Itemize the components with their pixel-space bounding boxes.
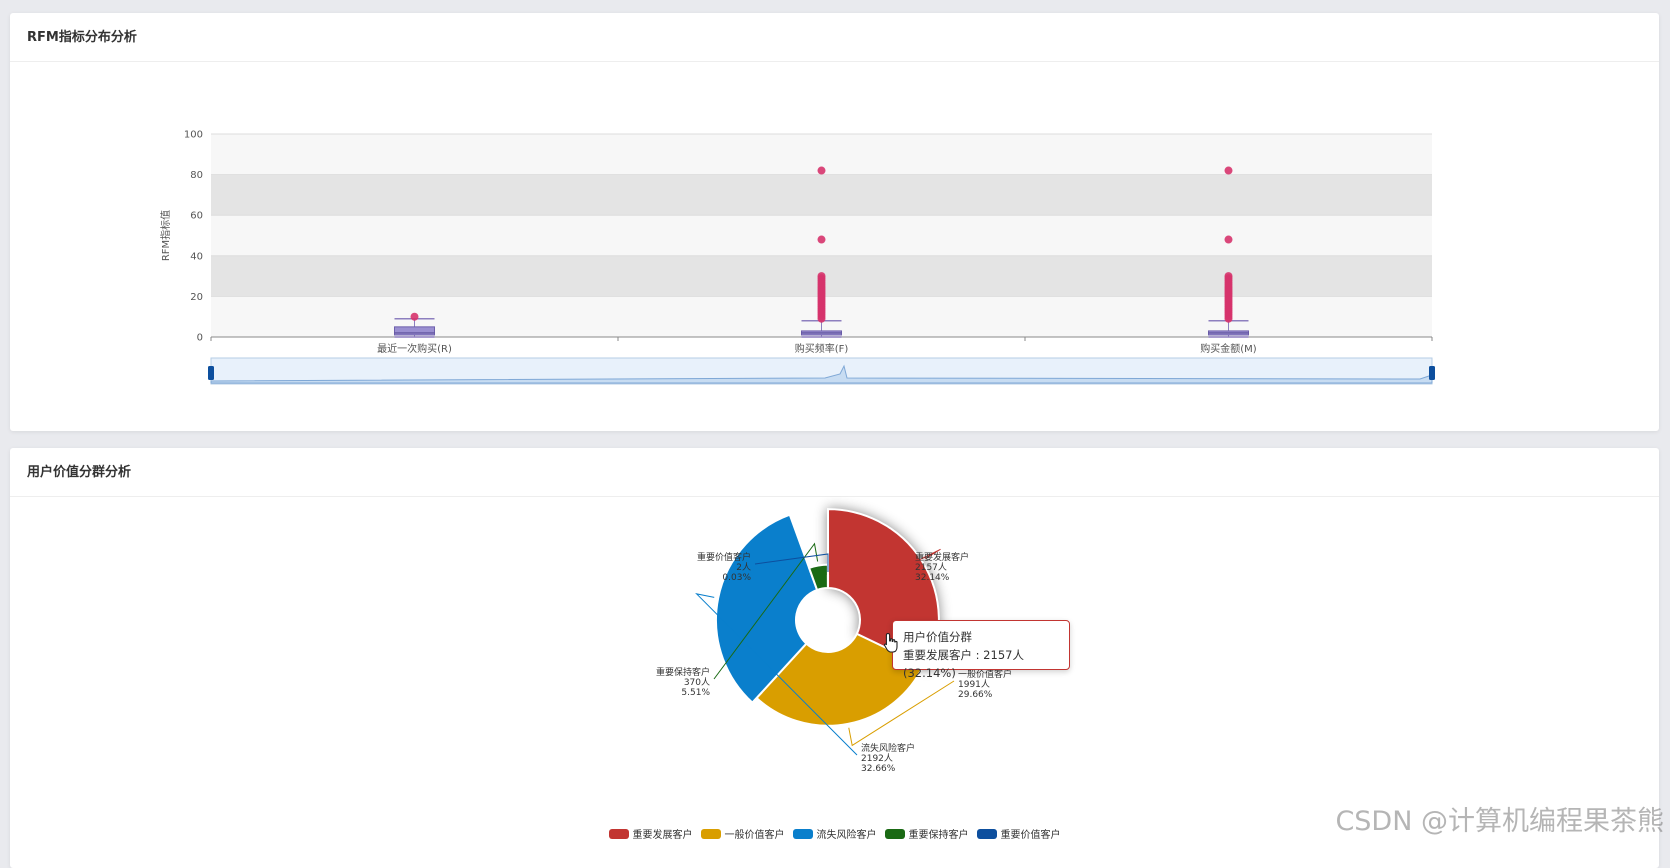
grid-band [211, 215, 1432, 256]
outlier-point [411, 313, 419, 321]
y-axis-title: RFM指标值 [159, 210, 172, 261]
legend-swatch [793, 829, 813, 839]
segment-label-name: 流失风险客户 [861, 742, 915, 754]
y-tick-label: 100 [184, 130, 203, 141]
segment-label-count: 2192人 [861, 753, 893, 764]
chart-tooltip: 用户价值分群 重要发展客户 : 2157人 (32.14%) [892, 620, 1070, 670]
segment-label-count: 2人 [736, 562, 751, 573]
legend-item[interactable]: 重要发展客户 [609, 826, 693, 841]
legend-item[interactable]: 重要价值客户 [977, 826, 1061, 841]
segment-panel-title: 用户价值分群分析 [10, 448, 1659, 497]
grid-band [211, 175, 1432, 216]
legend-label: 重要发展客户 [633, 830, 693, 841]
y-tick-label: 0 [197, 333, 203, 344]
y-tick-label: 20 [190, 292, 203, 303]
segment-label-count: 370人 [684, 677, 710, 688]
legend-swatch [701, 829, 721, 839]
legend-label: 重要价值客户 [1001, 830, 1061, 841]
rfm-panel-title: RFM指标分布分析 [10, 13, 1659, 62]
segment-label-name: 重要发展客户 [915, 551, 969, 563]
data-zoom-handle-right[interactable] [1429, 366, 1435, 380]
y-tick-label: 80 [190, 170, 203, 181]
legend-swatch [609, 829, 629, 839]
segment-label-percent: 32.66% [861, 764, 896, 774]
tooltip-title: 用户价值分群 [903, 628, 1069, 646]
segment-label-percent: 32.14% [915, 573, 950, 583]
legend-label: 一般价值客户 [725, 830, 785, 841]
rfm-panel: RFM指标分布分析 0 20 40 60 80 100 RFM指标值最近一次购买(R) 购买频… [10, 13, 1659, 431]
outlier-point [818, 315, 826, 323]
x-tick-label: 购买频率(F) [795, 342, 849, 355]
segment-label-count: 2157人 [915, 562, 947, 573]
box-body [395, 327, 435, 335]
legend-swatch [977, 829, 997, 839]
tooltip-text: 重要发展客户 : 2157人 (32.14%) [903, 646, 1069, 682]
legend-item[interactable]: 流失风险客户 [793, 826, 877, 841]
hand-cursor-icon [883, 632, 901, 654]
segment-label-percent: 29.66% [958, 690, 993, 700]
x-tick-label: 最近一次购买(R) [377, 342, 452, 355]
segment-label-name: 重要保持客户 [656, 666, 710, 678]
outlier-point [1225, 167, 1233, 175]
outlier-point [1225, 236, 1233, 244]
y-tick-label: 60 [190, 211, 203, 222]
legend-item[interactable]: 重要保持客户 [885, 826, 969, 841]
legend-item[interactable]: 一般价值客户 [701, 826, 785, 841]
data-zoom-slider[interactable] [208, 358, 1435, 384]
x-tick-label: 购买金额(M) [1200, 342, 1257, 355]
watermark: CSDN @计算机编程果茶熊 [1335, 799, 1664, 838]
legend-label: 流失风险客户 [817, 830, 877, 841]
segment-label-percent: 5.51% [681, 688, 710, 698]
y-tick-label: 40 [190, 251, 203, 262]
segment-label-name: 重要价值客户 [697, 551, 751, 563]
legend-label: 重要保持客户 [909, 830, 969, 841]
outlier-point [818, 167, 826, 175]
legend-swatch [885, 829, 905, 839]
segment-label-percent: 0.03% [722, 573, 751, 583]
outlier-point [1225, 315, 1233, 323]
outlier-point [818, 236, 826, 244]
data-zoom-handle-left[interactable] [208, 366, 214, 380]
